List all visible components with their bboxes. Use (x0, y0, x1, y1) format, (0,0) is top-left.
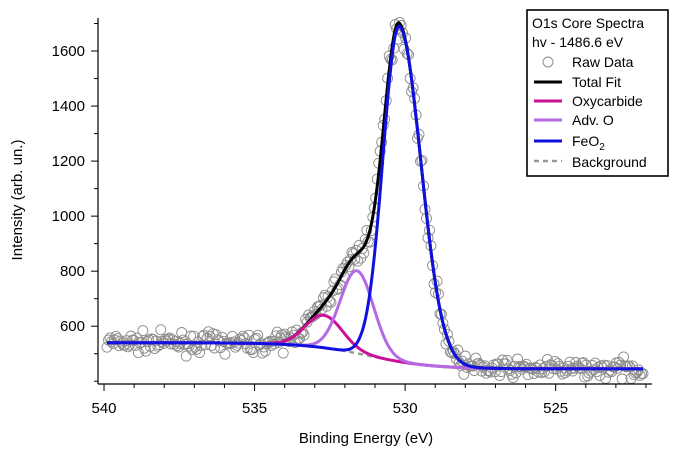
raw-data-point (210, 329, 222, 341)
raw-data-point (519, 361, 531, 373)
legend-label-feo2-base: FeO (572, 133, 599, 149)
y-tick-label: 1600 (52, 43, 85, 60)
legend-label-background: Background (572, 154, 647, 170)
x-tick-label: 530 (393, 400, 418, 417)
raw-data-point (540, 360, 552, 372)
raw-data-point (474, 359, 486, 371)
x-tick-label: 525 (543, 400, 568, 417)
raw-data-point (483, 365, 495, 377)
raw-data-point (171, 340, 183, 352)
y-tick-label: 1200 (52, 153, 85, 170)
legend-label-oxycarbide: Oxycarbide (572, 93, 643, 109)
raw-data-point (185, 330, 197, 342)
raw-data-point (137, 325, 149, 337)
raw-data-point (561, 364, 573, 376)
raw-data-point (327, 285, 338, 297)
legend-title-line-2: hv - 1486.6 eV (532, 34, 624, 50)
component-curve-adv-o (107, 269, 643, 371)
raw-data-point (501, 354, 513, 366)
raw-data-point (128, 334, 140, 346)
legend-box (526, 9, 669, 177)
raw-data-point (219, 348, 231, 360)
raw-data-point (247, 347, 259, 358)
raw-data-point (204, 330, 216, 342)
legend-label-feo2: FeO2 (572, 133, 605, 153)
raw-data-point (322, 291, 334, 303)
raw-data-point (237, 330, 249, 342)
raw-data-point (344, 254, 356, 266)
raw-data-point (458, 368, 470, 380)
y-tick-label: 800 (60, 263, 85, 280)
x-tick-label: 540 (92, 400, 117, 417)
raw-data-point (256, 347, 268, 359)
raw-data-point (194, 347, 206, 359)
raw-data-point (512, 353, 524, 365)
raw-data-point (226, 330, 238, 342)
x-tick-label: 535 (242, 400, 267, 417)
legend: O1s Core Spectra hv - 1486.6 eV Raw Data… (526, 9, 669, 177)
raw-data-point (555, 365, 567, 377)
plot-area (101, 16, 649, 385)
y-tick-label: 600 (60, 318, 85, 335)
legend-label-total-fit: Total Fit (572, 74, 621, 90)
legend-label-raw-data: Raw Data (572, 54, 634, 70)
raw-data-point (449, 348, 461, 360)
legend-raw-data-marker (542, 56, 554, 68)
x-axis-title: Binding Energy (eV) (299, 430, 433, 447)
raw-data-point (631, 366, 643, 378)
raw-data-point (298, 329, 310, 341)
raw-data-point (352, 255, 364, 267)
raw-data-point (186, 344, 198, 356)
raw-data-point (155, 324, 167, 336)
raw-data-point (619, 360, 631, 372)
legend-label-adv-o: Adv. O (572, 112, 614, 128)
raw-data-point (618, 351, 630, 363)
raw-data-point (180, 350, 192, 362)
raw-data-point (277, 347, 289, 359)
component-curve-feo2 (107, 24, 643, 371)
legend-title-line-1: O1s Core Spectra (532, 15, 644, 31)
raw-data-point (361, 224, 373, 236)
raw-data-point (243, 329, 255, 341)
legend-label-feo2-subscript: 2 (599, 142, 605, 153)
y-tick-label: 1400 (52, 98, 85, 115)
raw-data-point (447, 346, 459, 358)
raw-data-point (459, 350, 471, 362)
axes: 540 535 530 525 600 800 1000 1200 1400 1600 (52, 18, 652, 417)
y-tick-label: 1000 (52, 208, 85, 225)
y-axis-title: Intensity (arb. un.) (9, 140, 26, 261)
